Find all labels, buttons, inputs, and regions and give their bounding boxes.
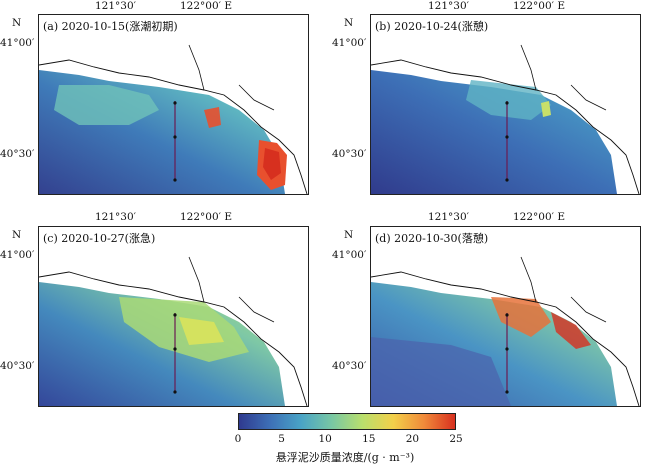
transect-point <box>505 178 509 182</box>
colorbar-tick-label: 5 <box>278 433 285 445</box>
sea-area <box>371 70 617 194</box>
ssc-map-d <box>371 256 640 406</box>
transect-point <box>173 347 177 351</box>
transect-point <box>505 101 509 105</box>
lat-tick-label: 40°30′ <box>332 360 367 372</box>
ssc-map-a <box>39 44 308 194</box>
north-label: N <box>12 17 22 29</box>
lat-tick-label: 41°00′ <box>0 37 35 49</box>
transect-point <box>505 390 509 394</box>
lon-tick-label: 121°30′ <box>95 0 137 12</box>
lon-tick-label: 121°30′ <box>95 211 137 223</box>
lon-tick-label: 122°00′ E <box>180 211 233 223</box>
coastline <box>371 271 640 406</box>
lon-tick-label: 121°30′ <box>428 0 470 12</box>
river-channel <box>188 44 275 111</box>
colorbar-tick-label: 20 <box>405 433 420 445</box>
transect-point <box>173 101 177 105</box>
north-label: N <box>12 229 22 241</box>
river-channel <box>520 44 607 111</box>
coastline <box>39 271 308 406</box>
colorbar-gradient <box>239 414 455 429</box>
coastline <box>371 59 640 194</box>
panel-label: (d) 2020-10-30(落憩) <box>375 232 489 245</box>
high-ssc-center <box>179 317 224 345</box>
ssc-map-b <box>371 44 640 194</box>
transect-point <box>505 313 509 317</box>
lat-tick-label: 41°00′ <box>0 249 35 261</box>
colorbar-tick-label: 25 <box>449 433 463 445</box>
lon-tick-label: 121°30′ <box>428 211 470 223</box>
colorbar-title: 悬浮泥沙质量浓度/(g · m⁻³) <box>275 451 415 464</box>
lat-tick-label: 41°00′ <box>332 249 367 261</box>
map-panel-a: (a) 2020-10-15(涨潮初期) <box>38 14 309 195</box>
plume-nearshore <box>54 85 159 125</box>
plume-nearshore <box>466 80 551 120</box>
low-ssc-offshore <box>371 337 511 406</box>
lat-tick-label: 40°30′ <box>0 360 35 372</box>
north-label: N <box>344 17 354 29</box>
map-panel-d: (d) 2020-10-30(落憩) <box>370 226 641 407</box>
high-ssc-center <box>541 101 551 117</box>
ssc-map-c <box>39 256 308 406</box>
transect-point <box>173 313 177 317</box>
transect-point <box>173 390 177 394</box>
transect-point <box>505 135 509 139</box>
river-channel <box>520 256 607 323</box>
river-channel <box>188 256 275 323</box>
colorbar-tick-label: 0 <box>234 433 242 445</box>
map-panel-c: (c) 2020-10-27(涨急) <box>38 226 309 407</box>
map-panel-b: (b) 2020-10-24(涨憩) <box>370 14 641 195</box>
lon-tick-label: 122°00′ E <box>180 0 233 12</box>
high-ssc-nearshore <box>551 312 591 349</box>
colorbar-tick-label: 15 <box>362 433 376 445</box>
panel-label: (c) 2020-10-27(涨急) <box>43 232 156 245</box>
transect-point <box>173 178 177 182</box>
lon-tick-label: 122°00′ E <box>513 211 566 223</box>
panel-label: (a) 2020-10-15(涨潮初期) <box>43 20 178 33</box>
north-label: N <box>344 229 354 241</box>
transect-point <box>505 347 509 351</box>
lat-tick-label: 40°30′ <box>332 148 367 160</box>
panel-label: (b) 2020-10-24(涨憩) <box>375 20 489 33</box>
lon-tick-label: 122°00′ E <box>513 0 566 12</box>
high-ssc-center <box>491 297 551 337</box>
coastline <box>39 59 308 194</box>
colorbar <box>238 413 456 430</box>
lat-tick-label: 40°30′ <box>0 148 35 160</box>
transect-point <box>173 135 177 139</box>
high-ssc-center <box>204 107 221 128</box>
high-ssc-east-inner <box>263 148 281 180</box>
lat-tick-label: 41°00′ <box>332 37 367 49</box>
colorbar-tick-label: 10 <box>318 433 332 445</box>
